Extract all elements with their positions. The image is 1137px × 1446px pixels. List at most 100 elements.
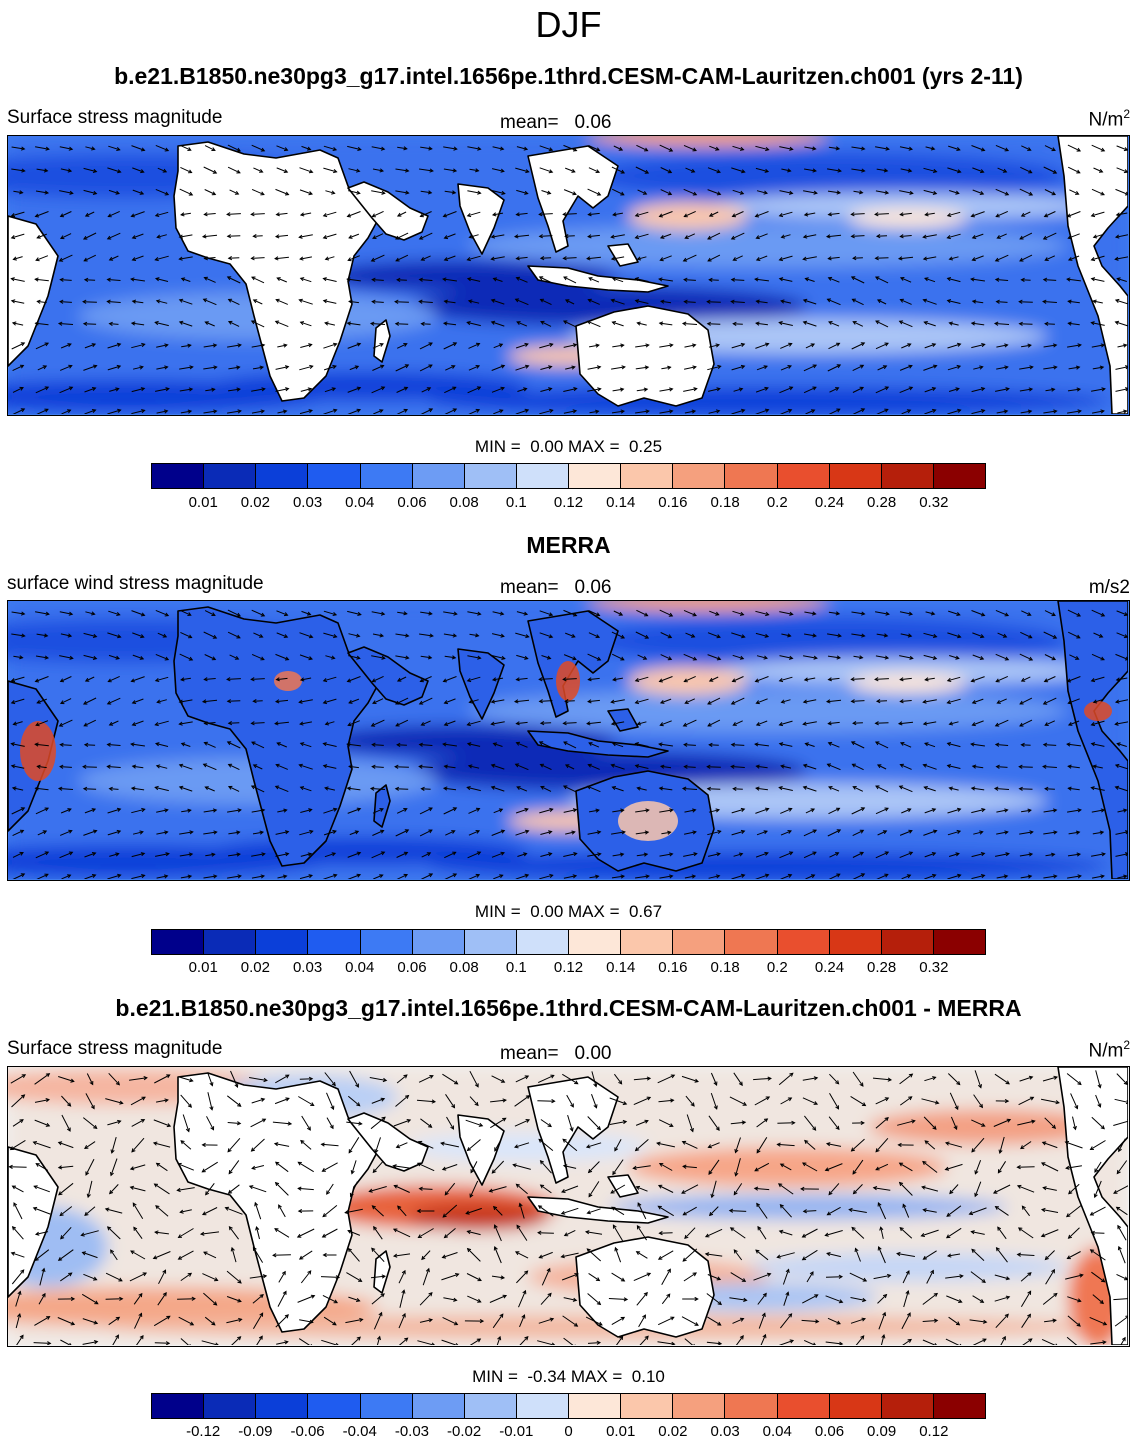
panel-label-diff: Surface stress magnitude: [7, 1038, 223, 1059]
colorbar-swatch: [569, 464, 622, 488]
colorbar-tick-label: 0.18: [710, 959, 740, 976]
colorbar-swatch: [829, 464, 882, 488]
colorbar-swatch: [621, 930, 674, 954]
map-diff: [7, 1066, 1130, 1347]
colorbar-tick-label: 0.04: [762, 1423, 792, 1440]
colorbar-tick-label: -0.02: [447, 1423, 482, 1440]
colorbar-swatch: [777, 1394, 830, 1418]
colorbar-merra: [151, 929, 986, 955]
colorbar-tick-label: 0.24: [814, 494, 845, 511]
colorbar-swatch: [933, 930, 985, 954]
colorbar-tick-label: 0.06: [397, 494, 427, 511]
colorbar-tick-label: 0.03: [292, 494, 323, 511]
colorbar-swatch: [360, 1394, 413, 1418]
colorbar-swatch: [152, 1394, 205, 1418]
colorbar-tick-label: 0.02: [240, 494, 270, 511]
colorbar-swatch: [464, 464, 517, 488]
colorbar-swatch: [412, 930, 465, 954]
colorbar-swatch: [516, 464, 569, 488]
colorbar-tick-label: 0: [564, 1423, 573, 1440]
colorbar-swatch: [933, 1394, 985, 1418]
colorbar-swatch: [152, 464, 205, 488]
colorbar-ticks-diff: -0.12 -0.09 -0.06 -0.04 -0.03 -0.02 -0.01 0 0.01…: [151, 1423, 986, 1443]
panel-label-model: Surface stress magnitude: [7, 107, 223, 128]
colorbar-tick-label: 0.01: [188, 959, 218, 976]
colorbar-swatch: [516, 930, 569, 954]
colorbar-tick-label: 0.12: [919, 1423, 949, 1440]
minmax-merra: MIN = 0.00 MAX = 0.67: [474, 902, 663, 921]
map-merra: [7, 600, 1130, 881]
figure-title: DJF: [535, 4, 602, 45]
colorbar-tick-label: 0.08: [449, 494, 479, 511]
colorbar-swatch: [673, 1394, 726, 1418]
colorbar-swatch: [152, 930, 205, 954]
wind-vectors: [10, 609, 1128, 879]
colorbar-tick-label: 0.08: [449, 959, 479, 976]
colorbar-swatch: [204, 464, 257, 488]
colorbar-tick-label: 0.02: [240, 959, 270, 976]
colorbar-swatch: [464, 1394, 517, 1418]
colorbar-tick-label: 0.02: [658, 1423, 688, 1440]
colorbar-swatch: [308, 930, 361, 954]
colorbar-swatch: [360, 930, 413, 954]
wind-vectors: [10, 144, 1128, 414]
colorbar-tick-label: 0.16: [658, 959, 688, 976]
colorbar-tick-label: 0.1: [505, 494, 527, 511]
colorbar-swatch: [933, 464, 985, 488]
colorbar-tick-label: 0.28: [867, 494, 897, 511]
colorbar-tick-label: 0.28: [867, 959, 897, 976]
colorbar-swatch: [881, 464, 934, 488]
colorbar-ticks-merra: 0.01 0.02 0.03 0.04 0.06 0.08 0.1 0.12 0.14 0.16 0…: [151, 959, 986, 979]
panel-title-diff: b.e21.B1850.ne30pg3_g17.intel.1656pe.1th…: [115, 995, 1022, 1021]
colorbar-swatch: [569, 1394, 622, 1418]
colorbar-tick-label: 0.24: [814, 959, 845, 976]
colorbar-tick-label: 0.18: [710, 494, 740, 511]
colorbar-tick-label: 0.1: [505, 959, 527, 976]
minmax-diff: MIN = -0.34 MAX = 0.10: [472, 1367, 665, 1386]
units-model: N/m2: [1088, 107, 1130, 131]
colorbar-swatch: [308, 1394, 361, 1418]
mean-readout-merra: mean= 0.06: [500, 577, 612, 598]
colorbar-tick-label: 0.32: [919, 959, 949, 976]
colorbar-tick-label: 0.03: [710, 1423, 740, 1440]
colorbar-model: [151, 463, 986, 489]
colorbar-tick-label: 0.14: [606, 494, 636, 511]
colorbar-swatch: [256, 464, 309, 488]
colorbar-swatch: [464, 930, 517, 954]
colorbar-swatch: [829, 1394, 882, 1418]
colorbar-tick-label: 0.2: [766, 959, 788, 976]
colorbar-swatch: [360, 464, 413, 488]
colorbar-tick-label: 0.06: [397, 959, 427, 976]
colorbar-tick-label: -0.09: [238, 1423, 273, 1440]
panel-label-merra: surface wind stress magnitude: [7, 573, 264, 594]
panel-title-merra: MERRA: [526, 532, 611, 558]
colorbar-swatch: [308, 464, 361, 488]
colorbar-tick-label: -0.12: [186, 1423, 221, 1440]
colorbar-tick-label: 0.04: [345, 494, 375, 511]
map-model: [7, 135, 1130, 416]
colorbar-swatch: [412, 464, 465, 488]
colorbar-tick-label: 0.04: [345, 959, 375, 976]
colorbar-tick-label: 0.32: [919, 494, 949, 511]
colorbar-swatch: [204, 1394, 257, 1418]
colorbar-swatch: [673, 464, 726, 488]
wind-vectors: [8, 1070, 1128, 1345]
colorbar-tick-label: 0.09: [867, 1423, 897, 1440]
colorbar-swatch: [621, 1394, 674, 1418]
colorbar-tick-label: -0.01: [499, 1423, 534, 1440]
colorbar-tick-label: -0.06: [290, 1423, 325, 1440]
colorbar-tick-label: 0.01: [606, 1423, 636, 1440]
colorbar-swatch: [204, 930, 257, 954]
mean-readout-model: mean= 0.06: [500, 112, 612, 133]
colorbar-tick-label: 0.2: [766, 494, 788, 511]
colorbar-swatch: [881, 930, 934, 954]
colorbar-tick-label: 0.01: [188, 494, 218, 511]
colorbar-tick-label: 0.12: [553, 959, 584, 976]
colorbar-ticks-model: 0.01 0.02 0.03 0.04 0.06 0.08 0.1 0.12 0.14 0.16 0…: [151, 494, 986, 514]
mean-readout-diff: mean= 0.00: [500, 1043, 612, 1064]
colorbar-tick-label: 0.06: [814, 1423, 845, 1440]
colorbar-swatch: [516, 1394, 569, 1418]
colorbar-swatch: [881, 1394, 934, 1418]
colorbar-swatch: [256, 1394, 309, 1418]
colorbar-swatch: [777, 930, 830, 954]
